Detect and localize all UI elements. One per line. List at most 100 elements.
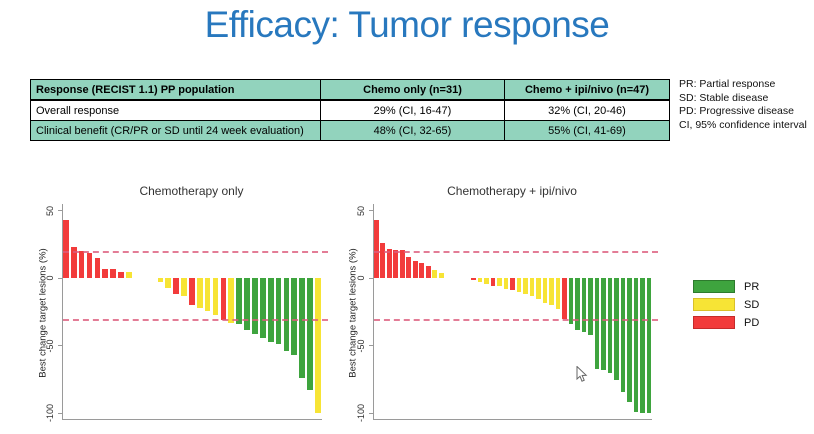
bar-pr	[252, 278, 258, 334]
bar-sd	[555, 278, 561, 310]
bar-pr	[307, 278, 313, 391]
bar-pr	[588, 278, 593, 335]
chemo-only-overall-response: 29% (CI, 16-47)	[320, 99, 505, 121]
y-axis-label: Best change target lesions (%)	[347, 247, 359, 378]
legend-item-pd: PD	[693, 316, 759, 329]
bar-pd	[406, 256, 412, 279]
abbrev-pr: PR: Partial response	[679, 78, 776, 90]
waterfall-chart-chemo-only: Chemotherapy only Best change target les…	[35, 184, 331, 426]
bar-sd	[438, 272, 444, 279]
bar-pr	[267, 278, 274, 342]
y-tick-label: -50	[356, 339, 366, 353]
bar-pr	[640, 278, 645, 414]
legend-item-sd: SD	[693, 298, 759, 311]
bar-pd	[220, 278, 227, 321]
bar-sd	[503, 278, 509, 290]
pr-color-swatch-icon	[693, 280, 735, 293]
bar-pr	[568, 278, 574, 325]
abbreviation-key: PR: Partial response SD: Stable disease …	[679, 78, 807, 132]
table-header-chemo-only: Chemo only (n=31)	[320, 79, 505, 101]
bar-sd	[204, 278, 211, 311]
page-title: Efficacy: Tumor response	[204, 4, 610, 45]
y-tick-label: -50	[45, 339, 55, 353]
bar-pd	[102, 268, 109, 279]
legend-item-pr: PR	[693, 280, 759, 293]
bar-sd	[549, 278, 554, 306]
bar-pr	[236, 278, 242, 325]
bar-sd	[196, 278, 203, 308]
y-axis-tick	[369, 210, 374, 212]
bar-pr	[607, 278, 613, 373]
y-axis-tick	[58, 277, 63, 279]
bar-sd	[529, 278, 535, 296]
bar-sd	[315, 278, 321, 414]
bar-pr	[646, 278, 652, 414]
bar-pr	[601, 278, 606, 371]
bar-pd	[70, 247, 77, 279]
chart-legend: PR SD PD	[693, 280, 759, 334]
bar-pr	[283, 278, 290, 352]
abbrev-ci: CI, 95% confidence interval	[679, 118, 807, 131]
bar-pd	[94, 258, 101, 279]
row-label: Overall response	[30, 99, 321, 121]
y-axis-tick	[369, 277, 374, 279]
bar-pd	[399, 249, 405, 279]
legend-label: SD	[744, 298, 760, 311]
bar-pr	[575, 278, 580, 330]
bar-pr	[633, 278, 639, 412]
bar-pd	[386, 248, 392, 279]
y-axis-tick	[58, 412, 63, 414]
bar-sd	[157, 278, 164, 283]
table-header-chemo-ipi-nivo: Chemo + ipi/nivo (n=47)	[504, 79, 670, 101]
bar-sd	[484, 278, 489, 284]
plot-area: 50 0 -50 -100	[45, 204, 328, 422]
bar-pd	[78, 251, 85, 279]
bar-sd	[432, 270, 438, 279]
bar-pr	[291, 278, 298, 356]
chart-body: Best change target lesions (%) 50 0 -50 -10…	[35, 204, 331, 422]
bar-pd	[380, 243, 386, 279]
table-row-overall-response: Overall response 29% (CI, 16-47) 32% (CI…	[30, 99, 670, 121]
bar-pd	[63, 220, 69, 279]
y-tick-label: 50	[356, 205, 366, 216]
mouse-cursor-icon	[576, 365, 588, 388]
table-row-clinical-benefit: Clinical benefit (CR/PR or SD until 24 w…	[30, 120, 670, 141]
bar-pd	[173, 278, 179, 295]
reference-line	[63, 251, 328, 254]
legend-label: PD	[744, 316, 760, 329]
bar-pr	[614, 278, 619, 380]
bar-pd	[471, 278, 476, 280]
bar-pr	[244, 278, 250, 330]
sd-color-swatch-icon	[693, 298, 735, 311]
abbrev-sd: SD: Stable disease	[679, 91, 769, 104]
bar-sd	[165, 278, 172, 288]
bar-pd	[110, 268, 116, 279]
bar-pd	[490, 278, 496, 287]
bar-sd	[523, 278, 528, 295]
bar-pd	[393, 249, 399, 279]
bar-pr	[620, 278, 626, 392]
chemo-ipi-nivo-clinical-benefit: 55% (CI, 41-69)	[504, 120, 670, 141]
y-axis-tick	[369, 345, 374, 347]
bar-sd	[126, 271, 132, 279]
y-axis-tick	[58, 210, 63, 212]
reference-line	[374, 251, 658, 254]
bar-sd	[212, 278, 219, 315]
legend-label: PR	[744, 280, 760, 293]
y-tick-label: -100	[356, 404, 366, 423]
bar-pd	[374, 220, 379, 279]
bar-pd	[118, 271, 124, 279]
bar-sd	[536, 278, 541, 299]
table-header-population: Response (RECIST 1.1) PP population	[30, 79, 321, 101]
waterfall-chart-chemo-ipi-nivo: Chemotherapy + ipi/nivo Best change targ…	[345, 184, 661, 426]
bar-pd	[510, 278, 515, 291]
y-tick-label: 50	[45, 205, 55, 216]
bar-pr	[594, 278, 600, 369]
reference-line	[374, 318, 658, 321]
chart-title: Chemotherapy only	[139, 184, 244, 198]
bar-pd	[562, 278, 567, 319]
bar-sd	[228, 278, 235, 323]
bar-pr	[627, 278, 632, 403]
chemo-only-clinical-benefit: 48% (CI, 32-65)	[320, 120, 505, 141]
